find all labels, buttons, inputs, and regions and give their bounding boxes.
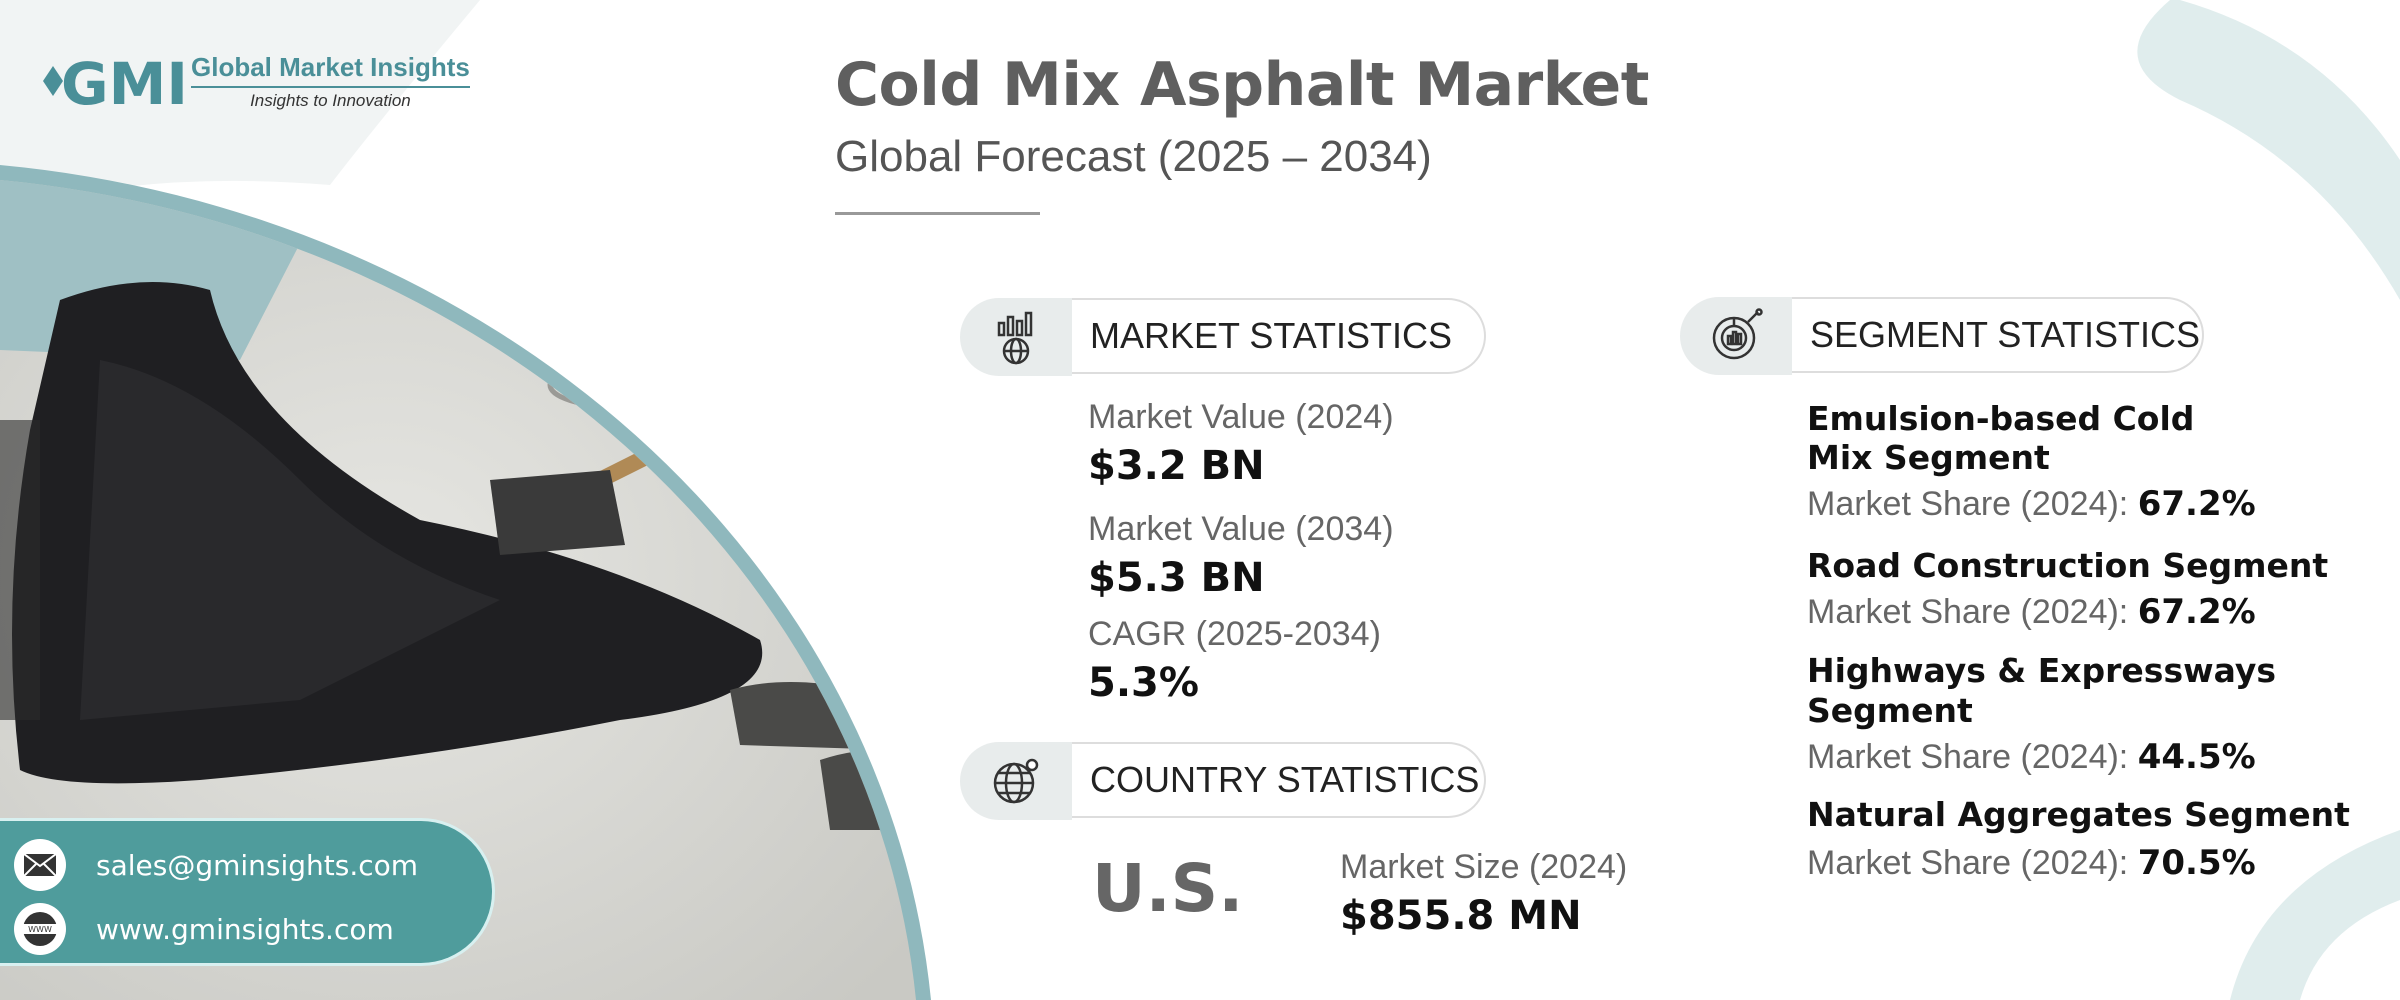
logo: GMI Global Market Insights Insights to I… (35, 48, 470, 114)
pie-chart-icon (1680, 297, 1792, 375)
country-statistics-heading: COUNTRY STATISTICS (1072, 742, 1486, 818)
market-value-2034-label: Market Value (2034) (1088, 510, 1394, 548)
segment-share-label: Market Share (2024): (1807, 485, 2129, 523)
country-market-size-label: Market Size (2024) (1340, 848, 1628, 886)
segment-statistics-heading: SEGMENT STATISTICS (1792, 297, 2204, 373)
email-link[interactable]: sales@gminsights.com (14, 839, 418, 891)
segment-name: Natural Aggregates Segment (1807, 795, 2350, 834)
brand-name: Global Market Insights (191, 52, 470, 88)
segment-statistics-header: SEGMENT STATISTICS (1680, 297, 2204, 375)
brand-tagline: Insights to Innovation (250, 90, 411, 110)
market-value-2024-label: Market Value (2024) (1088, 398, 1394, 436)
market-statistics-header: MARKET STATISTICS (960, 298, 1486, 376)
segment-name: Road Construction Segment (1807, 546, 2329, 585)
segment-name: Emulsion-based Cold (1807, 399, 2195, 438)
svg-text:GMI: GMI (61, 50, 185, 114)
segment-share-value: 67.2% (2137, 484, 2256, 524)
website-text: www.gminsights.com (96, 912, 394, 946)
segment-share-label: Market Share (2024): (1807, 738, 2129, 776)
segment-share: Market Share (2024): 67.2% (1807, 592, 2256, 632)
gmi-logo-mark-icon: GMI (43, 50, 185, 114)
country-market-size-value: $855.8 MN (1340, 893, 1582, 939)
cagr-label: CAGR (2025-2034) (1088, 615, 1381, 653)
title-underline (835, 212, 1040, 215)
svg-text:WWW: WWW (28, 925, 52, 934)
page-subtitle: Global Forecast (2025 – 2034) (835, 132, 1432, 181)
segment-share-label: Market Share (2024): (1807, 593, 2129, 631)
page-title: Cold Mix Asphalt Market (835, 50, 1649, 120)
segment-name: Highways & Expressways (1807, 651, 2276, 690)
market-value-2024: $3.2 BN (1088, 443, 1265, 489)
country-name: U.S. (1092, 850, 1244, 927)
email-text: sales@gminsights.com (96, 848, 419, 882)
segment-share-value: 44.5% (2137, 737, 2256, 777)
envelope-icon (14, 839, 66, 891)
segment-share: Market Share (2024): 44.5% (1807, 737, 2256, 777)
contact-panel: sales@gminsights.com WWW www.gminsights.… (0, 818, 495, 966)
segment-name: Segment (1807, 691, 1973, 730)
market-statistics-heading: MARKET STATISTICS (1072, 298, 1486, 374)
segment-share-value: 70.5% (2137, 843, 2256, 883)
segment-share: Market Share (2024): 67.2% (1807, 484, 2256, 524)
segment-share: Market Share (2024): 70.5% (1807, 843, 2256, 883)
website-link[interactable]: WWW www.gminsights.com (14, 903, 394, 955)
globe-pin-icon (960, 742, 1072, 820)
market-value-2034: $5.3 BN (1088, 555, 1265, 601)
segment-share-label: Market Share (2024): (1807, 844, 2129, 882)
cagr-value: 5.3% (1088, 660, 1199, 706)
segment-share-value: 67.2% (2137, 592, 2256, 632)
segment-name: Mix Segment (1807, 438, 2050, 477)
chart-globe-icon (960, 298, 1072, 376)
www-globe-icon: WWW (14, 903, 66, 955)
country-statistics-header: COUNTRY STATISTICS (960, 742, 1486, 820)
